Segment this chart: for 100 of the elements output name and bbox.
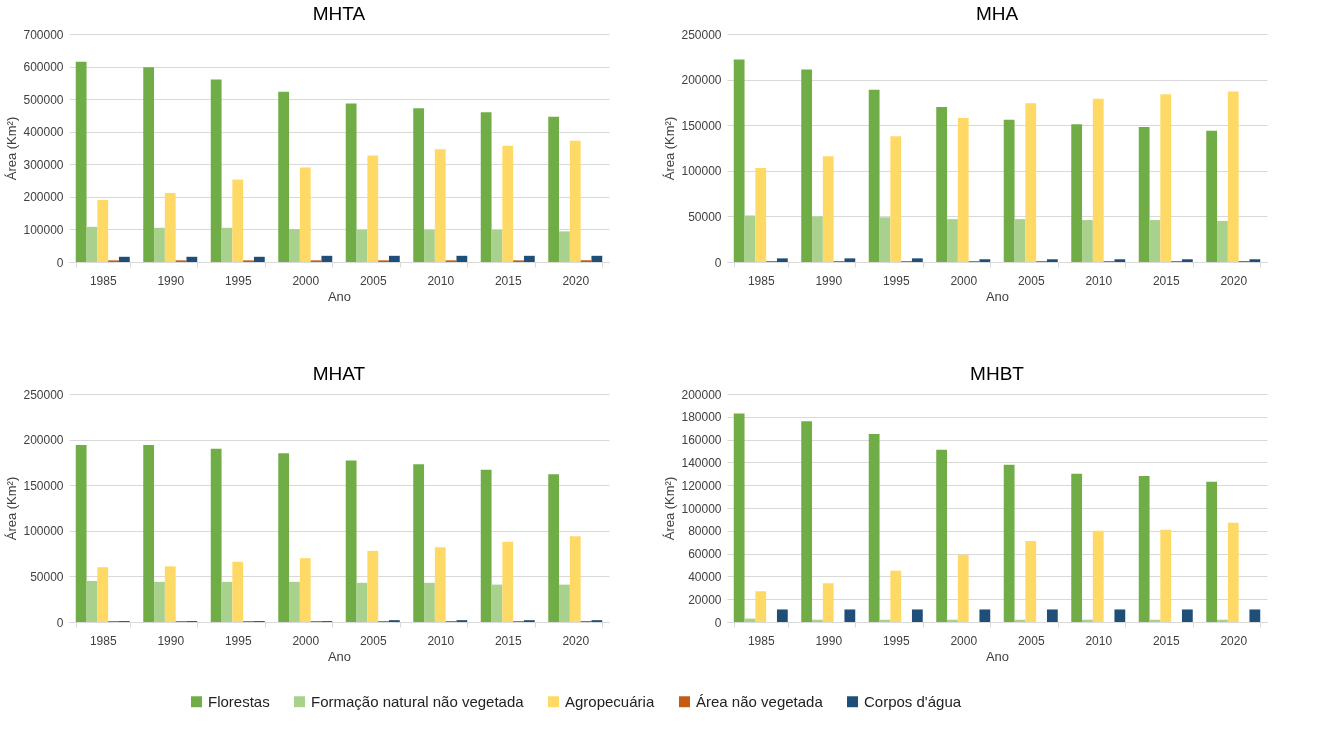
bar — [1160, 94, 1172, 262]
bar — [97, 200, 109, 262]
bar — [345, 103, 357, 262]
bar — [822, 156, 834, 262]
x-tick-label: 1995 — [882, 273, 910, 288]
bar — [356, 229, 368, 262]
bar — [232, 561, 244, 622]
bar — [356, 582, 368, 622]
x-tick-label: 2015 — [494, 273, 522, 288]
x-tick-label: 2010 — [1085, 633, 1113, 648]
bar — [321, 255, 333, 262]
bar — [388, 255, 400, 262]
bar — [801, 69, 813, 262]
y-tick-label: 150000 — [23, 478, 64, 493]
y-axis-title: Área (Km²) — [662, 476, 678, 541]
bar — [755, 591, 767, 622]
bar — [812, 216, 823, 262]
x-tick-label: 2000 — [950, 633, 978, 648]
x-axis-title: Ano — [985, 648, 1010, 664]
bar — [591, 255, 603, 262]
x-axis-title: Ano — [985, 288, 1010, 304]
bar — [1071, 124, 1083, 262]
bar — [548, 474, 560, 622]
y-tick-label: 250000 — [23, 387, 64, 402]
bar — [434, 547, 446, 622]
bar — [221, 581, 233, 622]
x-tick-label: 2020 — [1220, 633, 1248, 648]
bar — [979, 259, 991, 262]
y-tick-label: 50000 — [30, 569, 64, 584]
bar — [868, 89, 880, 262]
x-tick-label: 1995 — [224, 633, 252, 648]
y-tick-label: 200000 — [681, 387, 722, 402]
bar — [879, 217, 891, 262]
x-tick-label: 2015 — [1152, 633, 1180, 648]
bar — [289, 581, 300, 622]
bar — [1025, 541, 1037, 622]
bar — [957, 554, 969, 622]
bar — [164, 566, 176, 622]
bar — [1003, 464, 1015, 622]
bar — [1114, 259, 1126, 262]
bar — [1149, 220, 1161, 262]
x-tick-label: 2010 — [1085, 273, 1113, 288]
y-tick-label: 0 — [56, 615, 64, 630]
y-tick-label: 100000 — [681, 164, 722, 179]
bar — [502, 541, 514, 622]
bar — [569, 536, 581, 622]
x-tick-label: 1985 — [89, 273, 117, 288]
bar — [1003, 119, 1015, 262]
bar — [1025, 103, 1037, 262]
bar — [1071, 473, 1083, 622]
bar — [367, 550, 379, 622]
y-tick-label: 160000 — [681, 433, 722, 448]
bar — [1227, 91, 1239, 262]
bar — [491, 229, 503, 262]
x-tick-label: 2015 — [494, 633, 522, 648]
bar — [434, 149, 446, 262]
bar — [957, 117, 969, 262]
bar — [186, 256, 198, 262]
x-tick-label: 1985 — [747, 273, 775, 288]
y-tick-label: 600000 — [23, 60, 64, 75]
x-tick-label: 2010 — [427, 273, 455, 288]
bar — [947, 219, 958, 262]
bar — [1114, 609, 1126, 622]
bar — [559, 231, 570, 262]
x-axis-title: Ano — [327, 288, 352, 304]
bar — [733, 59, 745, 262]
x-tick-label: 1990 — [157, 633, 185, 648]
bar — [367, 155, 379, 262]
y-tick-label: 200000 — [681, 73, 722, 88]
bar — [1217, 220, 1228, 262]
bar — [1046, 609, 1058, 622]
bar — [890, 570, 902, 622]
bar — [890, 136, 902, 262]
bar — [1092, 98, 1104, 262]
bar — [210, 448, 222, 622]
bar — [1249, 259, 1261, 262]
bar — [936, 449, 948, 622]
y-axis-title: Área (Km²) — [662, 116, 678, 181]
bar — [86, 580, 98, 622]
bar — [278, 453, 290, 622]
bar — [523, 255, 535, 262]
bar — [253, 256, 265, 262]
bar — [1206, 481, 1218, 622]
legend-label: Corpos d'água — [864, 692, 962, 710]
x-tick-label: 2000 — [950, 273, 978, 288]
bar — [154, 581, 165, 622]
x-tick-label: 2010 — [427, 633, 455, 648]
y-tick-label: 500000 — [23, 92, 64, 107]
bar — [801, 421, 813, 622]
bar — [1249, 609, 1261, 622]
bar — [210, 79, 222, 262]
y-tick-label: 100000 — [23, 524, 64, 539]
bar — [979, 609, 991, 622]
bar — [413, 108, 425, 262]
bar — [755, 168, 767, 262]
y-tick-label: 100000 — [681, 501, 722, 516]
y-axis-title: Área (Km²) — [4, 476, 20, 541]
bar — [502, 145, 514, 262]
y-tick-label: 400000 — [23, 125, 64, 140]
x-tick-label: 1985 — [89, 633, 117, 648]
